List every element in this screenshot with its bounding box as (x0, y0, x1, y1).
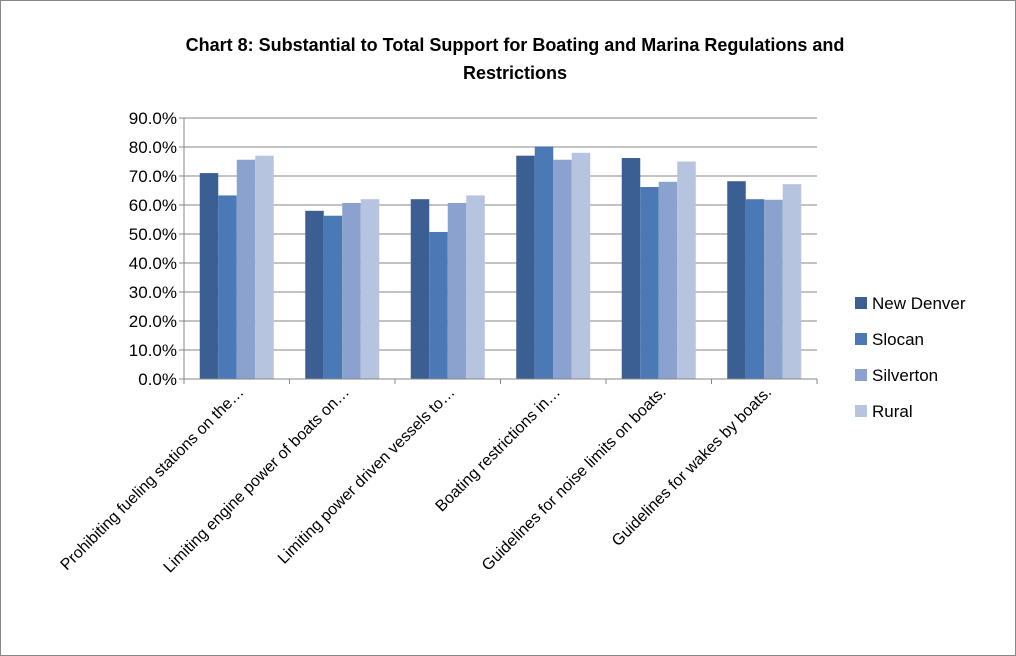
bar (640, 187, 659, 379)
y-tick-label: 40.0% (129, 254, 177, 273)
bar (764, 200, 783, 379)
legend-swatch (855, 297, 867, 309)
bar (746, 199, 765, 379)
chart-title-line-2: Restrictions (463, 63, 567, 83)
x-category-labels: Prohibiting fueling stations on the…Limi… (58, 384, 776, 577)
bar (361, 199, 380, 379)
bar (572, 153, 591, 379)
legend-label: Silverton (872, 366, 938, 385)
bar (727, 181, 746, 379)
bar (342, 203, 361, 379)
bar (553, 160, 572, 379)
legend-swatch (855, 333, 867, 345)
y-tick-label: 60.0% (129, 196, 177, 215)
y-tick-label: 70.0% (129, 167, 177, 186)
bar (677, 162, 696, 380)
bar (237, 160, 256, 379)
y-tick-label: 90.0% (129, 109, 177, 128)
y-tick-label: 0.0% (138, 370, 177, 389)
bar (255, 156, 274, 379)
bar (411, 199, 430, 379)
bar (466, 195, 485, 379)
chart-title-line-1: Chart 8: Substantial to Total Support fo… (186, 35, 845, 55)
y-tick-label: 80.0% (129, 138, 177, 157)
gridlines (184, 118, 817, 350)
x-category-label: Limiting engine power of boats on… (161, 384, 354, 577)
bar (659, 182, 678, 379)
y-tick-label: 20.0% (129, 312, 177, 331)
bar (448, 203, 467, 379)
x-category-label: Limiting power driven vessels to… (275, 384, 459, 568)
bar (218, 195, 237, 379)
bar (324, 216, 343, 379)
legend-swatch (855, 369, 867, 381)
legend-label: Slocan (872, 330, 924, 349)
y-tick-label: 10.0% (129, 341, 177, 360)
bar (783, 184, 802, 379)
x-category-label: Guidelines for noise limits on boats. (479, 384, 670, 575)
bar (429, 232, 448, 379)
y-tick-label: 30.0% (129, 283, 177, 302)
legend-label: New Denver (872, 294, 966, 313)
bar (200, 173, 219, 379)
bar (622, 158, 641, 379)
y-tick-label: 50.0% (129, 225, 177, 244)
legend: New Denver Slocan Silverton Rural (855, 294, 966, 421)
x-category-label: Prohibiting fueling stations on the… (58, 384, 248, 574)
axes (179, 118, 817, 384)
x-category-label: Boating restrictions in… (433, 384, 564, 515)
y-tick-labels: 0.0% 10.0% 20.0% 30.0% 40.0% 50.0% 60.0% 70.0% 8… (129, 109, 177, 389)
legend-swatch (855, 405, 867, 417)
bar (305, 211, 324, 379)
bar (516, 156, 535, 379)
legend-label: Rural (872, 402, 913, 421)
bar (535, 146, 554, 379)
